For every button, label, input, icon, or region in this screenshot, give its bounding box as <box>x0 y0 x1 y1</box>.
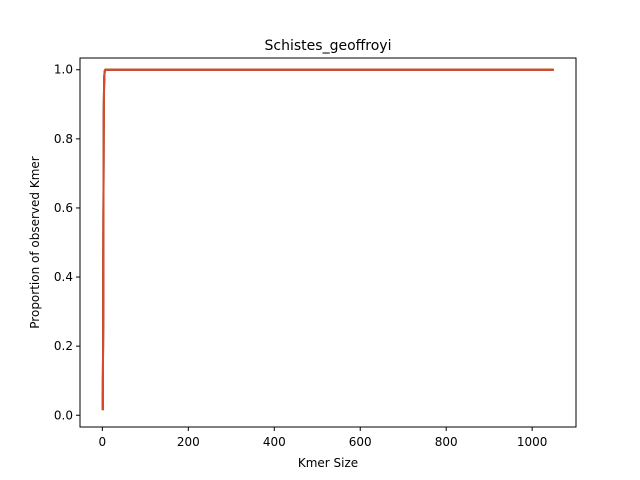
y-tick-label: 0.4 <box>54 270 73 284</box>
x-tick-label: 1000 <box>517 435 548 449</box>
y-tick-label: 0.0 <box>54 408 73 422</box>
y-axis-ticks: 0.0 0.2 0.4 0.6 0.8 1.0 <box>54 63 80 422</box>
x-tick-label: 200 <box>177 435 200 449</box>
y-tick-label: 0.6 <box>54 201 73 215</box>
x-tick-label: 800 <box>435 435 458 449</box>
series-line-5 <box>101 68 554 411</box>
chart-title: Schistes_geoffroyi <box>265 38 392 54</box>
x-tick-label: 0 <box>99 435 107 449</box>
plot-frame <box>79 57 577 428</box>
x-tick-label: 400 <box>263 435 286 449</box>
plot-area <box>80 58 576 427</box>
y-tick-label: 0.2 <box>54 339 73 353</box>
x-axis-ticks: 0 200 400 600 800 1000 <box>99 427 548 449</box>
y-axis-label: Proportion of observed Kmer <box>28 156 42 328</box>
x-tick-label: 600 <box>349 435 372 449</box>
y-tick-label: 1.0 <box>54 63 73 77</box>
series-layer <box>101 68 554 411</box>
x-axis-label: Kmer Size <box>298 456 358 470</box>
y-tick-label: 0.8 <box>54 132 73 146</box>
